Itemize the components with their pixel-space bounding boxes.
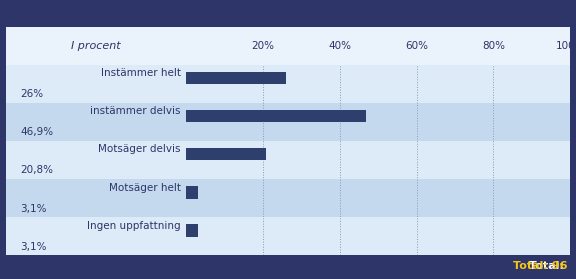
Text: Total:: Total: bbox=[529, 261, 567, 271]
Bar bbox=[6, 103, 570, 141]
Text: 100%: 100% bbox=[555, 40, 576, 50]
Bar bbox=[6, 217, 570, 255]
Text: instämmer delvis: instämmer delvis bbox=[90, 106, 181, 116]
Bar bbox=[6, 65, 570, 103]
Text: I procent: I procent bbox=[71, 40, 121, 50]
Text: Motsäger delvis: Motsäger delvis bbox=[98, 145, 181, 155]
Text: 3,1%: 3,1% bbox=[20, 242, 47, 252]
Bar bbox=[6, 27, 570, 65]
Bar bbox=[6, 179, 570, 217]
Text: 20,8%: 20,8% bbox=[20, 165, 53, 175]
Bar bbox=[187, 72, 286, 84]
Text: 80%: 80% bbox=[482, 40, 505, 50]
Text: 26%: 26% bbox=[20, 89, 43, 99]
Text: 3,1%: 3,1% bbox=[20, 204, 47, 214]
Text: 20%: 20% bbox=[252, 40, 275, 50]
Text: Motsäger helt: Motsäger helt bbox=[109, 182, 181, 193]
Bar bbox=[187, 148, 266, 160]
Bar bbox=[187, 186, 198, 199]
Text: 46,9%: 46,9% bbox=[20, 127, 54, 137]
Bar bbox=[187, 110, 366, 122]
Text: 60%: 60% bbox=[405, 40, 428, 50]
Bar bbox=[6, 141, 570, 179]
Text: 40%: 40% bbox=[328, 40, 351, 50]
Text: Instämmer helt: Instämmer helt bbox=[101, 68, 181, 78]
Text: Ingen uppfattning: Ingen uppfattning bbox=[87, 221, 181, 231]
Text: Total: 96: Total: 96 bbox=[513, 261, 567, 271]
Bar bbox=[187, 224, 198, 237]
